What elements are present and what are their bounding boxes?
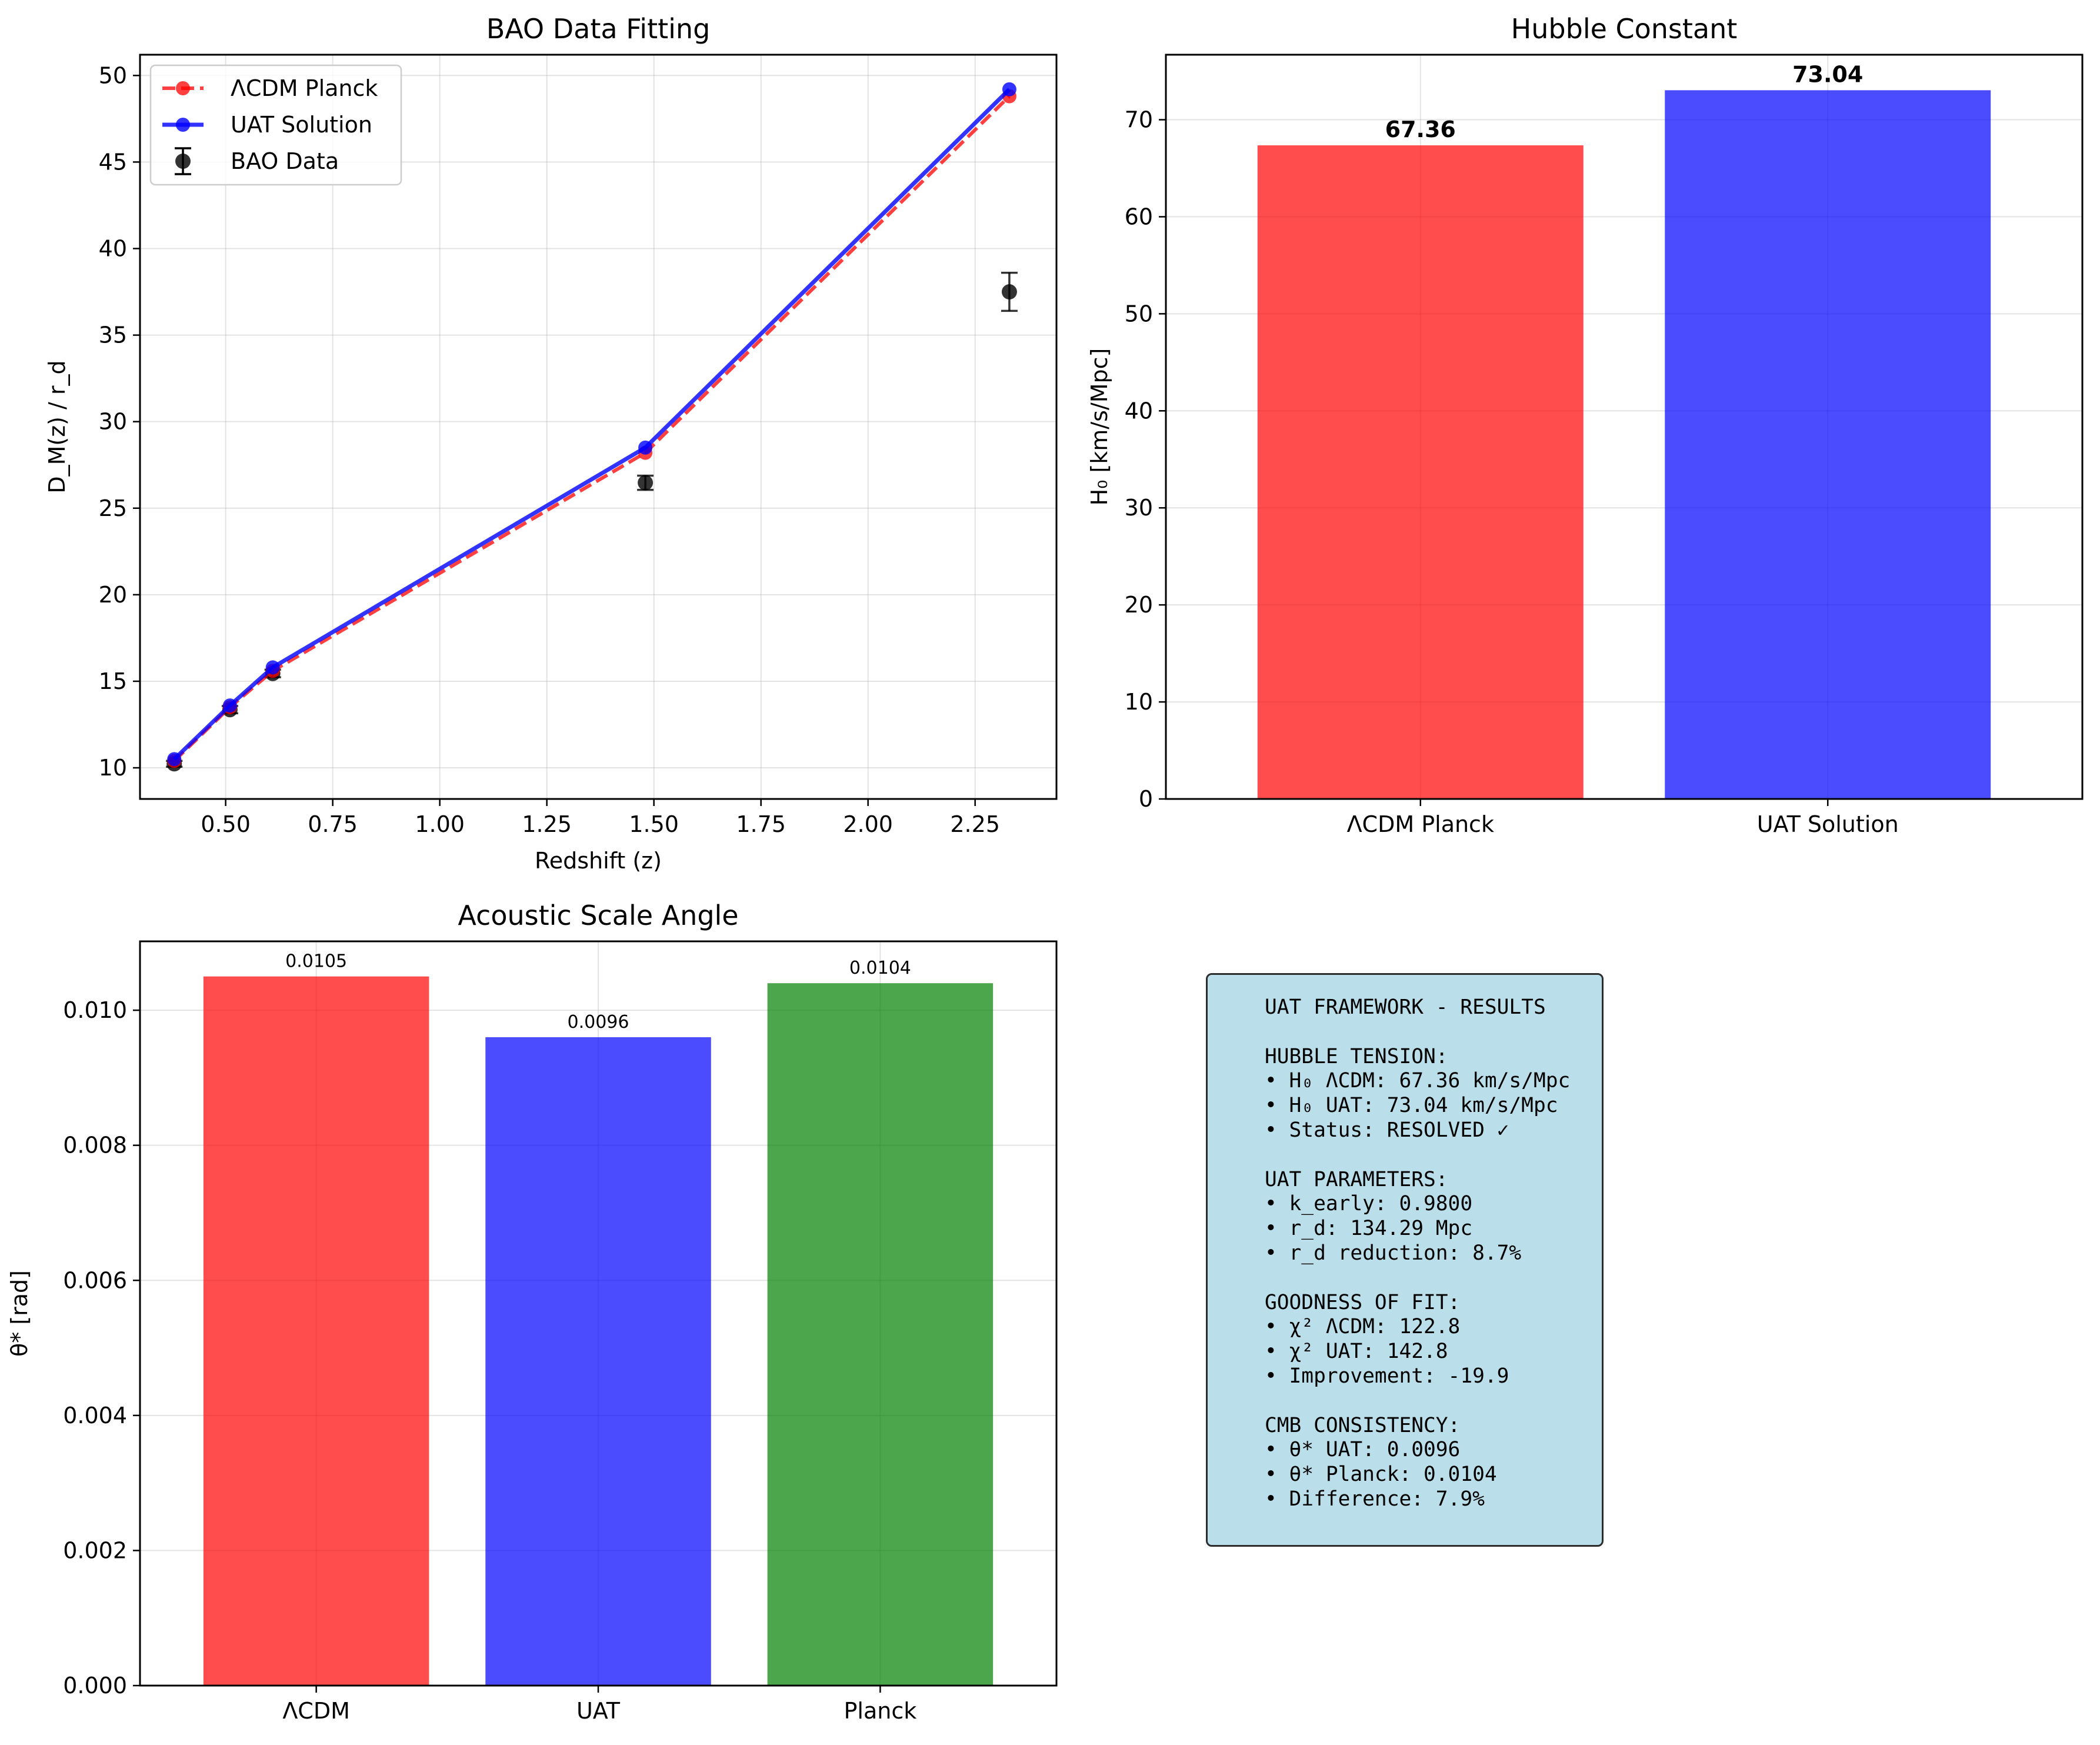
x-tick-label: 1.25 — [522, 811, 572, 837]
x-tick-label: 0.50 — [201, 811, 251, 837]
x-tick-label: ΛCDM — [282, 1698, 350, 1724]
x-tick-label: UAT — [576, 1698, 621, 1724]
y-tick-label: 0.000 — [63, 1673, 127, 1699]
bar-ΛCDM Planck — [1257, 145, 1584, 800]
lcdm-line — [173, 95, 1011, 762]
x-tick-label: UAT Solution — [1757, 811, 1899, 837]
bar-value-label: 0.0096 — [568, 1012, 629, 1033]
y-tick-label: 0.004 — [63, 1403, 127, 1428]
bar-value-label: 0.0104 — [849, 958, 911, 978]
acoustic-angle-chart-panel: 0.000 0.002 0.004 0.006 0.008 0.010 Acoustic S… — [6, 900, 1058, 1724]
x-axis-label: Redshift (z) — [535, 848, 662, 874]
x-tick-label: Planck — [844, 1698, 917, 1724]
uat-point — [167, 752, 182, 767]
legend-label: UAT Solution — [231, 112, 372, 138]
uat-point — [1002, 82, 1016, 96]
y-tick-label: 0 — [1139, 786, 1153, 812]
y-axis-label: D_M(z) / r_d — [44, 360, 70, 493]
legend-lcdm-marker — [176, 81, 190, 95]
y-axis-label: H₀ [km/s/Mpc] — [1086, 348, 1112, 506]
legend-bao-marker — [175, 154, 191, 169]
y-tick-label: 35 — [99, 322, 127, 348]
plot-frame — [139, 940, 1058, 1687]
legend-uat-marker — [176, 118, 190, 132]
legend-label: BAO Data — [231, 148, 339, 174]
x-tick-label: 1.00 — [415, 811, 465, 837]
y-tick-label: 25 — [99, 495, 127, 521]
y-axis-label: θ* [rad] — [6, 1270, 32, 1357]
results-box — [1206, 973, 1604, 1547]
bar-UAT Solution — [1665, 90, 1991, 799]
x-tick-label: 1.50 — [629, 811, 679, 837]
y-tick-label: 10 — [99, 755, 127, 781]
x-tick-label: 2.00 — [843, 811, 893, 837]
y-tick-label: 0.008 — [63, 1133, 127, 1158]
y-tick-label: 60 — [1125, 204, 1153, 229]
results-text: UAT FRAMEWORK - RESULTS HUBBLE TENSION: … — [1265, 995, 1571, 1511]
legend: ΛCDM Planck UAT Solution BAO Data — [149, 64, 402, 186]
bao-data-point — [1001, 284, 1017, 300]
bar-value-label: 67.36 — [1385, 116, 1456, 142]
y-tick-label: 50 — [1125, 301, 1153, 327]
y-tick-label: 45 — [99, 149, 127, 175]
y-tick-label: 30 — [1125, 495, 1153, 521]
bar-Planck — [767, 983, 994, 1686]
bar-UAT — [485, 1037, 711, 1686]
x-tick-label: ΛCDM Planck — [1347, 811, 1494, 837]
y-tick-label: 0.002 — [63, 1537, 127, 1563]
y-tick-label: 10 — [1125, 689, 1153, 715]
chart-title: Hubble Constant — [1511, 13, 1738, 45]
legend-label: ΛCDM Planck — [231, 75, 378, 101]
chart-title: Acoustic Scale Angle — [458, 900, 738, 931]
bar-value-label: 0.0105 — [285, 951, 347, 972]
y-tick-label: 40 — [99, 235, 127, 261]
x-tick-label: 0.75 — [308, 811, 358, 837]
bao-data-point — [638, 475, 654, 491]
legend-box — [149, 64, 402, 186]
y-tick-label: 70 — [1125, 107, 1153, 133]
uat-point — [222, 698, 237, 713]
uat-point — [265, 660, 280, 675]
y-tick-label: 0.010 — [63, 997, 127, 1023]
uat-point — [638, 440, 653, 455]
y-tick-label: 0.006 — [63, 1267, 127, 1293]
y-tick-label: 40 — [1125, 398, 1153, 424]
hubble-chart-panel: 0 10 20 30 40 50 60 70 Hubble Constant H₀ [km/s/M… — [1086, 13, 2084, 837]
y-tick-label: 30 — [99, 409, 127, 435]
plot-frame — [1165, 54, 2084, 800]
uat-line — [172, 88, 1011, 761]
chart-title: BAO Data Fitting — [486, 13, 711, 45]
bar-ΛCDM — [203, 976, 429, 1686]
x-tick-label: 2.25 — [950, 811, 1000, 837]
y-tick-label: 15 — [99, 668, 127, 694]
bao-chart-panel: 10 15 20 25 30 35 40 45 50 BAO Data Fitting D_M(z)… — [44, 13, 1058, 874]
plot-frame — [139, 54, 1058, 800]
bar-value-label: 73.04 — [1792, 61, 1863, 87]
y-tick-label: 20 — [99, 582, 127, 608]
y-tick-label: 20 — [1125, 592, 1153, 618]
y-tick-label: 50 — [99, 62, 127, 88]
x-tick-label: 1.75 — [736, 811, 786, 837]
